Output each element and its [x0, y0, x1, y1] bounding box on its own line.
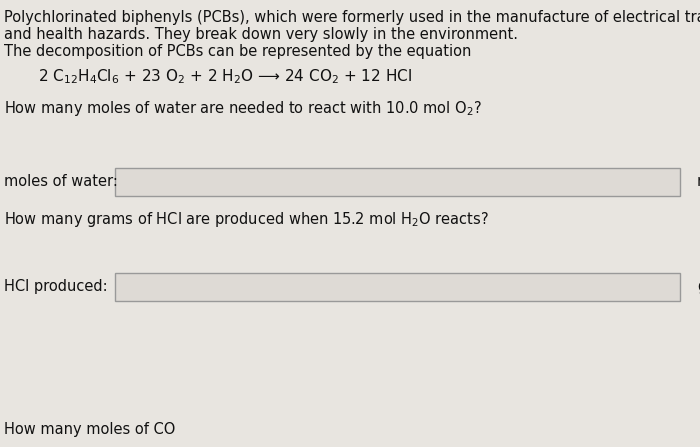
Text: Polychlorinated biphenyls (PCBs), which were formerly used in the manufacture of: Polychlorinated biphenyls (PCBs), which …: [4, 10, 700, 25]
Text: HCl produced:: HCl produced:: [4, 278, 108, 294]
Text: How many grams of HCl are produced when 15.2 mol H$_2$O reacts?: How many grams of HCl are produced when …: [4, 210, 489, 229]
Text: The decomposition of PCBs can be represented by the equation: The decomposition of PCBs can be represe…: [4, 44, 471, 59]
Text: and health hazards. They break down very slowly in the environment.: and health hazards. They break down very…: [4, 27, 518, 42]
Bar: [115, 273, 680, 301]
Bar: [115, 168, 680, 196]
Text: How many moles of CO: How many moles of CO: [4, 422, 176, 437]
Text: 2 C$_{12}$H$_4$Cl$_6$ + 23 O$_2$ + 2 H$_2$O ⟶ 24 CO$_2$ + 12 HCl: 2 C$_{12}$H$_4$Cl$_6$ + 23 O$_2$ + 2 H$_…: [38, 67, 412, 86]
Text: mo: mo: [697, 173, 700, 189]
Text: g: g: [697, 278, 700, 294]
Text: How many moles of water are needed to react with 10.0 mol O$_2$?: How many moles of water are needed to re…: [4, 99, 482, 118]
Text: moles of water:: moles of water:: [4, 173, 118, 189]
